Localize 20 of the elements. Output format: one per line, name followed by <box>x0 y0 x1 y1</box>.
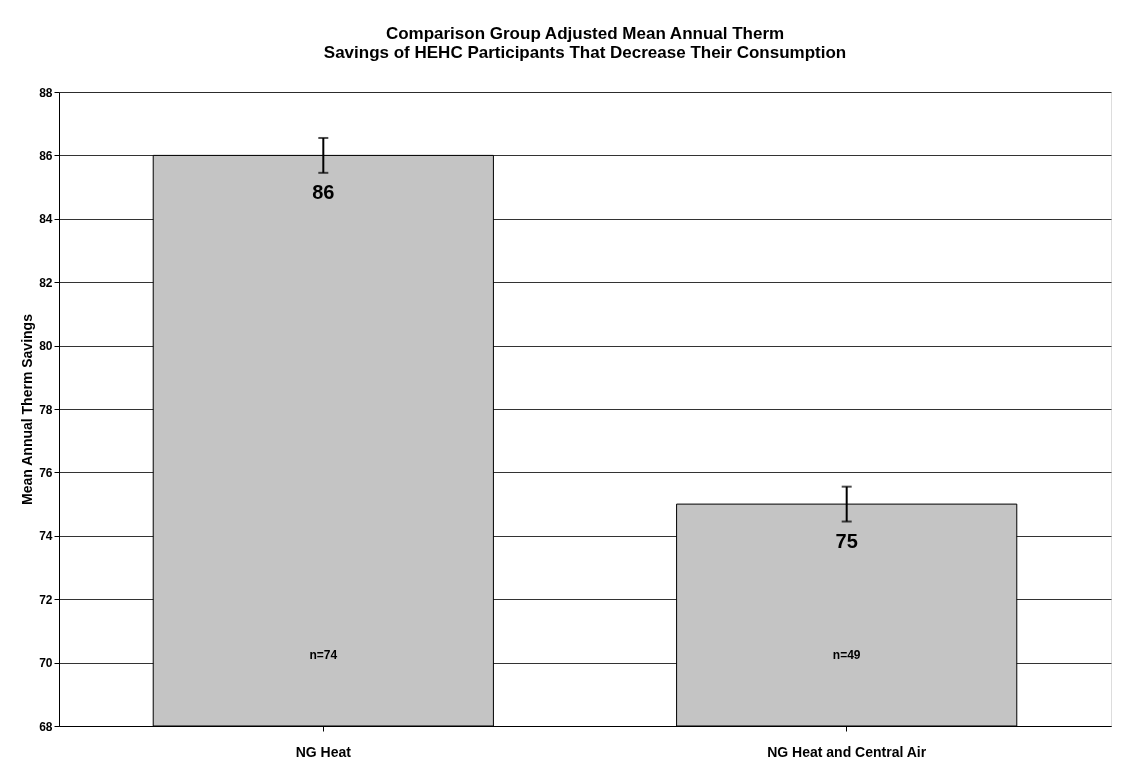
annotation: n=49 <box>832 648 861 662</box>
y-tick-label: 86 <box>39 148 53 163</box>
y-tick-label: 70 <box>39 656 53 671</box>
y-tick-label: 76 <box>39 465 53 480</box>
x-tick-label: NG Heat and Central Air <box>767 743 927 760</box>
y-tick-label: 88 <box>39 85 53 100</box>
y-tick-label: 84 <box>39 212 53 227</box>
y-tick-label: 80 <box>39 339 53 354</box>
y-tick-label: 82 <box>39 275 53 290</box>
y-tick-label: 74 <box>39 529 53 544</box>
data-label: 86 <box>312 181 335 204</box>
text: Comparison Group Adjusted Mean Annual Therm <box>385 24 785 43</box>
y-tick-label: 78 <box>39 402 53 417</box>
y-axis-title: Mean Annual Therm Savings <box>19 313 36 505</box>
y-tick-label: 68 <box>39 719 53 734</box>
text: Savings of HEHC Participants That Decrease Their Consumption <box>323 43 847 62</box>
x-tick-label: NG Heat <box>295 743 352 760</box>
y-tick-label: 72 <box>39 592 53 607</box>
annotation: n=74 <box>309 648 338 662</box>
data-label: 75 <box>835 530 858 553</box>
